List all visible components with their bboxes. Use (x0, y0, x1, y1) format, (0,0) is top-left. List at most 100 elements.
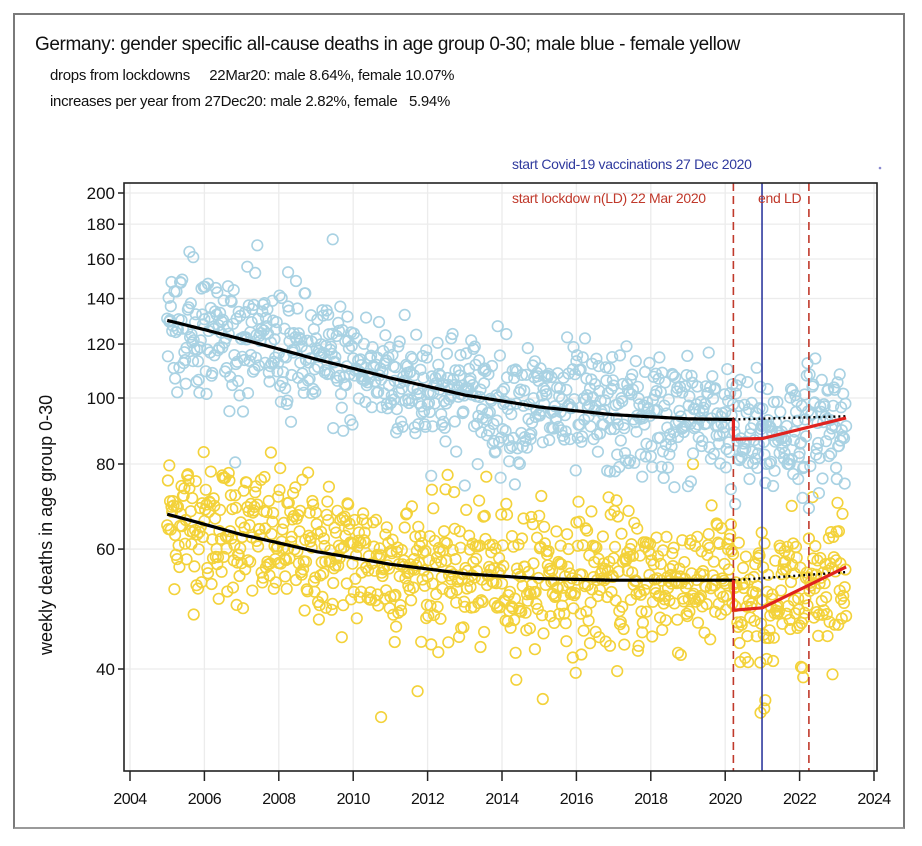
data-point (537, 627, 550, 640)
data-point (274, 395, 288, 408)
data-point (609, 594, 622, 607)
data-point (683, 390, 696, 403)
data-point (636, 470, 649, 483)
data-point (265, 357, 278, 370)
data-point (700, 597, 713, 611)
data-point (398, 308, 411, 322)
data-point (554, 539, 567, 552)
data-point (164, 300, 177, 313)
data-point (560, 528, 574, 541)
data-point (438, 525, 451, 538)
data-point (273, 483, 286, 497)
data-point (702, 527, 715, 541)
data-point (611, 664, 624, 678)
data-point (457, 621, 470, 634)
data-point (704, 633, 717, 646)
data-point (538, 537, 552, 550)
data-point (641, 396, 654, 409)
data-point (354, 353, 367, 366)
data-point (553, 381, 567, 395)
data-point (346, 418, 359, 431)
data-point (390, 545, 403, 558)
data-point (568, 393, 581, 406)
x-tick-label: 2014 (485, 791, 519, 808)
data-point (504, 621, 517, 634)
data-point (835, 424, 848, 437)
data-point (274, 462, 287, 475)
data-point (535, 609, 549, 622)
lockdown-fit-male (731, 416, 847, 441)
data-point (354, 536, 367, 549)
data-point (229, 501, 242, 514)
data-point (339, 378, 353, 392)
data-point (204, 465, 217, 478)
data-point (473, 494, 486, 507)
data-point (802, 571, 815, 584)
data-point (437, 415, 450, 428)
x-tick-label: 2004 (113, 791, 147, 808)
data-point (275, 291, 288, 305)
data-point (179, 377, 192, 390)
data-point (301, 334, 314, 347)
data-point (211, 550, 225, 564)
plot-area-border (123, 182, 878, 772)
data-point (317, 347, 331, 360)
data-point (822, 383, 835, 396)
data-point (223, 474, 236, 487)
data-point (242, 299, 255, 312)
data-point (184, 297, 197, 310)
data-point (295, 568, 308, 581)
data-point (768, 464, 781, 477)
data-point (528, 643, 542, 656)
data-point (585, 505, 598, 518)
data-point (478, 625, 491, 639)
data-point (696, 434, 709, 448)
data-point (724, 483, 738, 496)
data-point (421, 398, 434, 411)
data-point (590, 352, 603, 365)
data-point (754, 656, 767, 669)
data-point (809, 352, 822, 365)
data-point (171, 500, 184, 513)
x-tick-label: 2018 (634, 791, 668, 808)
data-point (220, 542, 233, 555)
data-point (396, 420, 409, 433)
data-point (475, 426, 488, 439)
data-point (614, 615, 627, 628)
data-point (639, 450, 652, 463)
data-point (826, 668, 839, 681)
data-point (458, 600, 471, 613)
data-point (732, 536, 745, 549)
data-point (713, 537, 726, 551)
data-point (190, 375, 203, 388)
data-point (676, 421, 690, 435)
data-point (529, 585, 542, 599)
data-point (631, 380, 645, 393)
data-point (626, 549, 640, 562)
data-point (600, 571, 613, 585)
data-point (480, 470, 493, 483)
data-point (666, 547, 679, 560)
data-point (387, 589, 401, 603)
data-point (611, 418, 625, 431)
data-point (610, 411, 623, 424)
data-point (181, 468, 194, 481)
y-tick-label: 80 (96, 455, 115, 474)
data-point (512, 538, 525, 551)
data-point (468, 600, 481, 614)
data-point (246, 584, 259, 597)
annotation-lockdown-end-label: end LD (758, 190, 802, 206)
data-point (292, 327, 305, 340)
data-point (337, 424, 350, 437)
data-point (625, 538, 638, 551)
data-point (427, 502, 440, 515)
data-point (293, 331, 306, 344)
data-point (792, 472, 805, 486)
data-point (441, 371, 454, 385)
data-point (691, 530, 704, 543)
data-point (441, 468, 454, 482)
data-point (475, 594, 488, 607)
data-point (569, 464, 582, 477)
data-point (812, 629, 825, 643)
